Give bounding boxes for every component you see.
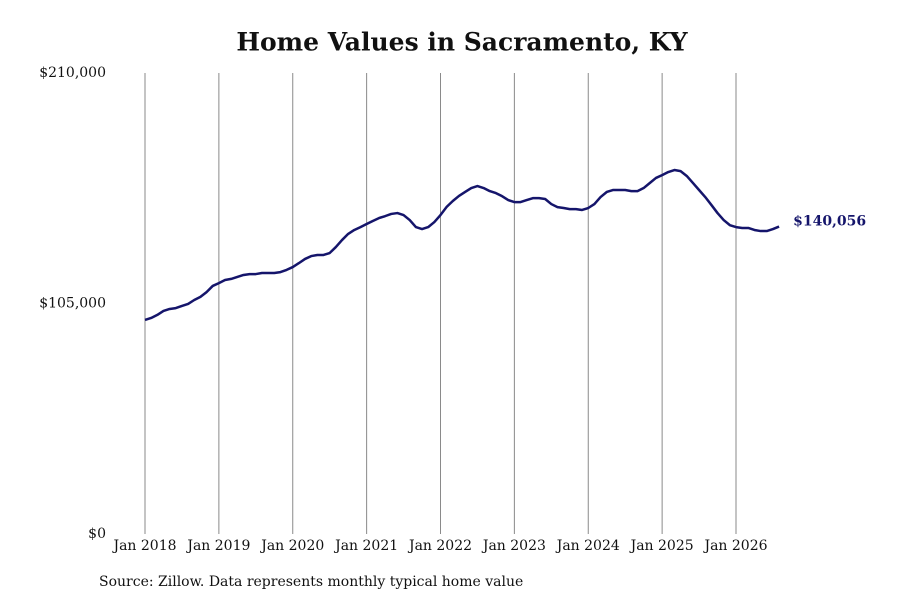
x-tick-label: Jan 2024 — [555, 538, 620, 554]
x-tick-label: Jan 2023 — [481, 538, 546, 554]
end-value-label: $140,056 — [793, 214, 866, 230]
line — [144, 168, 780, 322]
y-tick-label: $210,000 — [39, 65, 106, 81]
source-note: Source: Zillow. Data represents monthly … — [99, 574, 523, 590]
x-tick-label: Jan 2018 — [111, 538, 176, 554]
x-tick-label: Jan 2022 — [407, 538, 472, 554]
x-tick-label: Jan 2025 — [629, 538, 694, 554]
y-tick-label: $0 — [88, 526, 106, 542]
x-tick-label: Jan 2020 — [259, 538, 324, 554]
chart-title: Home Values in Sacramento, KY — [236, 28, 688, 57]
x-tick-label: Jan 2026 — [702, 538, 767, 554]
y-tick-label: $105,000 — [39, 296, 106, 312]
x-tick-label: Jan 2019 — [185, 538, 250, 554]
x-tick-label: Jan 2021 — [333, 538, 398, 554]
